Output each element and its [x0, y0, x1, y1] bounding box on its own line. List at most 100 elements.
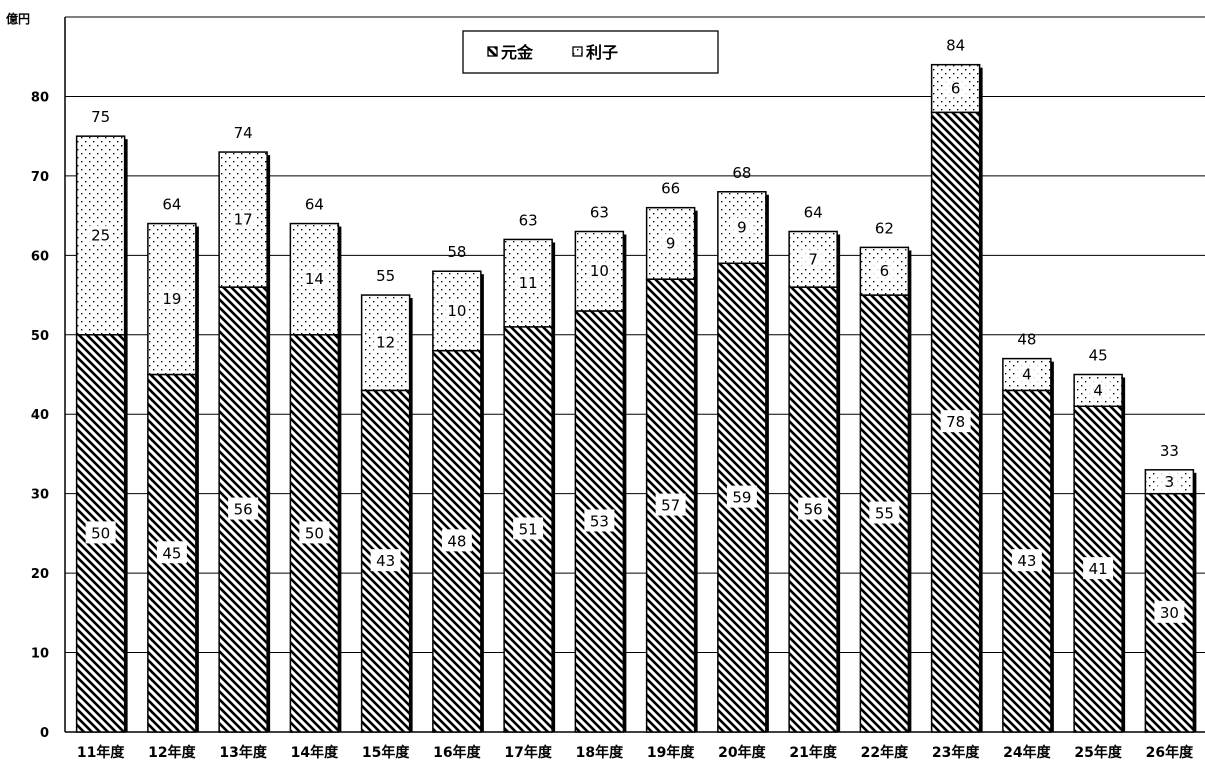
interest-data-label: 6: [951, 80, 961, 98]
principal-label-bg: [726, 485, 757, 508]
interest-label-bg: [801, 249, 826, 269]
total-data-label: 68: [732, 164, 751, 182]
legend-label-principal: 元金: [501, 43, 534, 62]
principal-label-bg: [1154, 600, 1185, 623]
principal-label-bg: [584, 509, 615, 532]
x-tick-label: 23年度: [932, 744, 980, 761]
interest-data-label: 4: [1093, 381, 1103, 399]
total-data-label: 64: [305, 196, 324, 214]
bars: [75, 63, 1197, 733]
total-data-label: 45: [1089, 347, 1108, 365]
principal-label-bg: [798, 497, 829, 520]
x-tick-label: 25年度: [1074, 744, 1122, 761]
principal-data-label: 43: [376, 552, 395, 570]
legend-box: [462, 30, 719, 74]
principal-data-label: 45: [162, 544, 181, 562]
interest-label-bg: [1014, 364, 1039, 384]
x-tick-label: 18年度: [576, 744, 624, 761]
legend-swatch-interest: [572, 46, 583, 57]
interest-data-label: 14: [305, 270, 324, 288]
principal-data-label: 53: [590, 512, 609, 530]
interest-data-label: 10: [447, 302, 466, 320]
interest-label-bg: [658, 233, 683, 253]
total-data-label: 64: [804, 204, 823, 222]
total-data-label: 84: [946, 37, 965, 55]
total-data-label: 64: [162, 196, 181, 214]
interest-data-label: 17: [234, 211, 253, 229]
principal-data-label: 50: [91, 524, 110, 542]
principal-label-bg: [1083, 557, 1114, 580]
x-tick-label: 24年度: [1003, 744, 1051, 761]
x-tick-label: 13年度: [219, 744, 267, 761]
interest-label-bg: [587, 261, 612, 281]
interest-label-bg: [943, 78, 968, 98]
interest-data-label: 10: [590, 262, 609, 280]
interest-label-bg: [1157, 471, 1182, 491]
total-data-label: 63: [590, 204, 609, 222]
interest-data-label: 12: [376, 334, 395, 352]
principal-data-label: 55: [875, 505, 894, 523]
x-tick-label: 20年度: [718, 744, 766, 761]
principal-data-label: 57: [661, 497, 680, 515]
principal-data-label: 43: [1017, 552, 1036, 570]
legend-label-interest: 利子: [586, 43, 618, 62]
principal-data-label: 59: [732, 489, 751, 507]
principal-label-bg: [156, 541, 187, 564]
interest-data-label: 9: [737, 219, 747, 237]
principal-label-bg: [513, 517, 544, 540]
x-tick-label: 21年度: [789, 744, 837, 761]
interest-label-bg: [729, 217, 754, 237]
principal-data-label: 48: [447, 532, 466, 550]
interest-label-bg: [872, 261, 897, 281]
legend: 元金 利子: [462, 30, 719, 74]
interest-data-label: 9: [666, 234, 676, 252]
principal-label-bg: [85, 521, 116, 544]
x-tick-label: 19年度: [647, 744, 695, 761]
interest-data-label: 19: [162, 290, 181, 308]
y-tick-label: 60: [31, 249, 49, 264]
total-data-label: 33: [1160, 442, 1179, 460]
y-tick-label: 20: [31, 567, 49, 582]
principal-data-label: 50: [305, 524, 324, 542]
y-tick-label: 0: [40, 726, 49, 741]
principal-label-bg: [940, 410, 971, 433]
total-data-label: 62: [875, 219, 894, 237]
total-data-label: 48: [1017, 331, 1036, 349]
y-tick-label: 30: [31, 488, 49, 503]
total-data-label: 66: [661, 180, 680, 198]
principal-data-label: 56: [804, 501, 823, 519]
y-tick-label: 50: [31, 329, 49, 344]
interest-label-bg: [373, 332, 398, 352]
y-tick-label: 10: [31, 647, 49, 662]
interest-label-bg: [1086, 380, 1111, 400]
principal-label-bg: [441, 529, 472, 552]
principal-data-label: 78: [946, 413, 965, 431]
principal-label-bg: [655, 493, 686, 516]
total-data-label: 63: [519, 211, 538, 229]
y-axis-unit-label: 億円: [6, 11, 30, 26]
interest-data-label: 6: [880, 262, 890, 280]
y-tick-label: 80: [31, 90, 49, 105]
interest-data-label: 7: [808, 250, 818, 268]
interest-label-bg: [231, 209, 256, 229]
interest-label-bg: [159, 289, 184, 309]
x-tick-label: 26年度: [1146, 744, 1194, 761]
principal-label-bg: [1011, 549, 1042, 572]
interest-label-bg: [444, 300, 469, 320]
x-tick-label: 16年度: [433, 744, 481, 761]
x-tick-label: 11年度: [77, 744, 125, 761]
principal-label-bg: [228, 497, 259, 520]
principal-data-label: 41: [1089, 560, 1108, 578]
interest-data-label: 4: [1022, 366, 1032, 384]
principal-data-label: 51: [519, 520, 538, 538]
principal-data-label: 30: [1160, 604, 1179, 622]
interest-label-bg: [88, 225, 113, 245]
total-data-label: 74: [234, 124, 253, 142]
interest-label-bg: [302, 269, 327, 289]
y-tick-label: 70: [31, 170, 49, 185]
principal-label-bg: [299, 521, 330, 544]
x-tick-label: 12年度: [148, 744, 196, 761]
principal-label-bg: [869, 501, 900, 524]
interest-data-label: 11: [519, 274, 538, 292]
